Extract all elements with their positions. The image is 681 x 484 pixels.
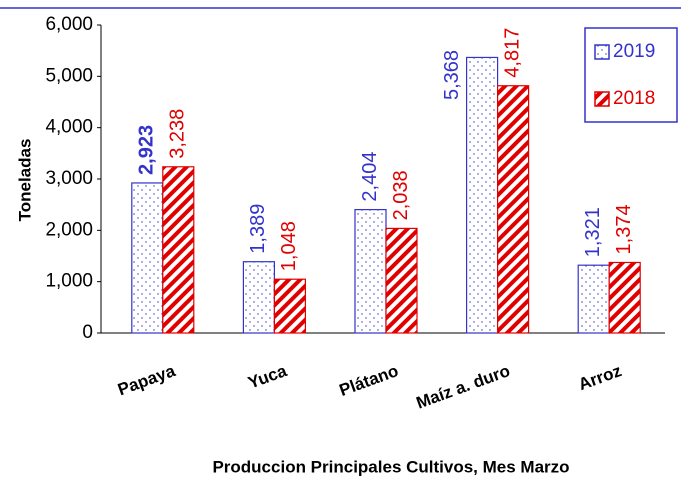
bar — [466, 56, 499, 334]
bar — [273, 278, 306, 334]
value-label: 2,923 — [136, 125, 158, 175]
x-axis-title: Produccion Principales Cultivos, Mes Mar… — [212, 457, 569, 476]
legend-box — [584, 27, 678, 123]
y-axis-title: Toneladas — [15, 139, 34, 222]
value-label: 1,374 — [613, 204, 635, 254]
y-tick-label: 3,000 — [45, 168, 93, 189]
bar — [385, 227, 418, 334]
legend-swatch — [594, 44, 610, 60]
legend-swatch — [594, 91, 610, 107]
value-label: 3,238 — [167, 109, 189, 159]
value-label: 1,048 — [278, 221, 300, 271]
y-tick-label: 1,000 — [45, 271, 93, 292]
y-tick-label: 6,000 — [45, 14, 93, 35]
bar — [162, 166, 195, 334]
bar — [131, 182, 164, 334]
legend-label: 2019 — [613, 41, 655, 62]
y-tick-label: 2,000 — [45, 219, 93, 240]
y-tick-label: 4,000 — [45, 117, 93, 138]
bar — [497, 85, 530, 334]
bar — [242, 261, 275, 334]
y-tick-label: 5,000 — [45, 65, 93, 86]
x-tick-label: Papaya — [115, 361, 178, 399]
value-label: 4,817 — [501, 28, 523, 78]
x-tick-label: Yuca — [245, 361, 289, 393]
bar — [354, 208, 387, 334]
value-label: 1,321 — [582, 207, 604, 257]
x-tick-label: Arroz — [576, 361, 624, 394]
bar — [608, 261, 641, 334]
y-tick-label: 0 — [82, 322, 93, 343]
value-label: 2,404 — [359, 152, 381, 202]
x-tick-label: Plátano — [337, 361, 401, 400]
bar — [577, 264, 610, 334]
x-tick-label: Maíz a. duro — [414, 361, 513, 412]
value-label: 2,038 — [390, 170, 412, 220]
legend-label: 2018 — [613, 88, 655, 109]
value-label: 1,389 — [247, 204, 269, 254]
value-label: 5,368 — [441, 50, 463, 100]
